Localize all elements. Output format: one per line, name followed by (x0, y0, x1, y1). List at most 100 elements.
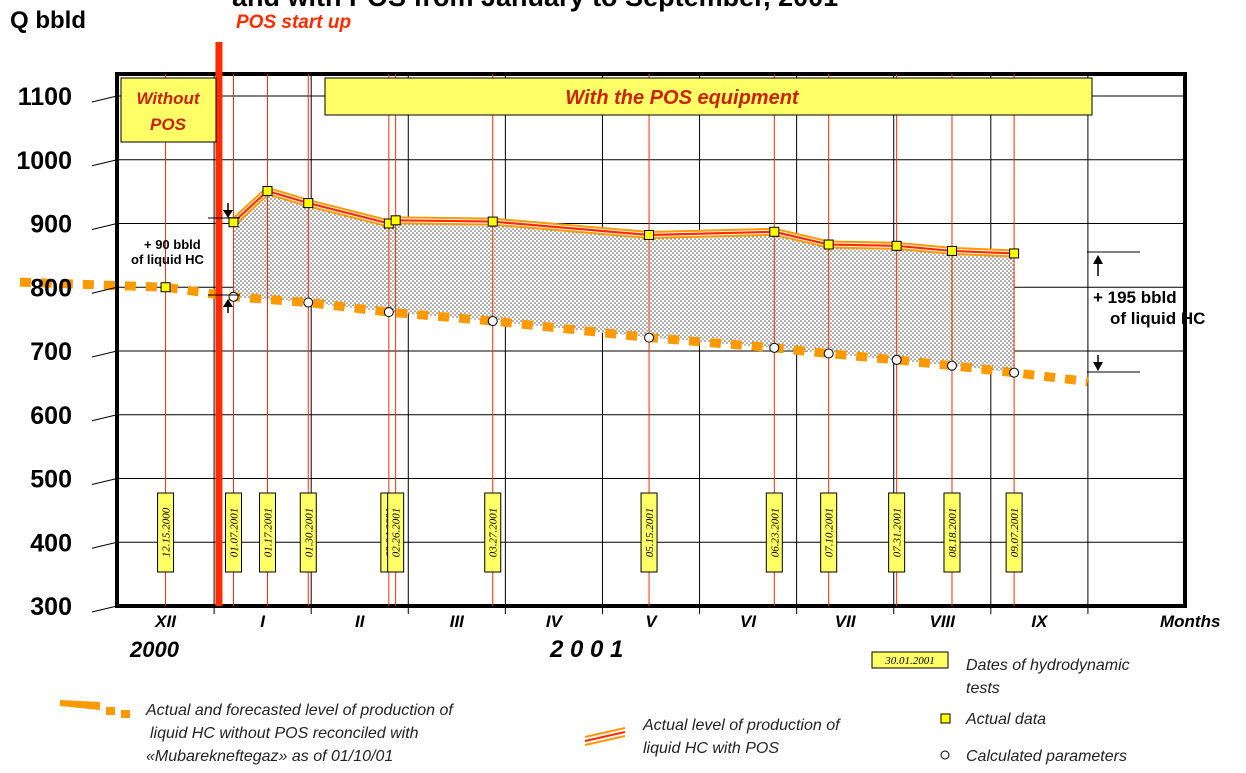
test-date-box (640, 492, 658, 573)
test-date-label: 07.31.2001 (892, 508, 904, 558)
actual-point (1009, 248, 1020, 259)
test-date-label: 12.15.2000 (161, 507, 173, 557)
y-tick-label: 1000 (16, 147, 72, 175)
y-tick-label: 900 (30, 211, 72, 239)
test-date-label: 01.07.2001 (229, 508, 241, 558)
test-date-box (299, 492, 317, 573)
year-2001: 2 0 0 1 (549, 636, 623, 663)
legend-date-sample: 30.01.2001 (884, 655, 935, 667)
test-date-label: 03.27.2001 (488, 508, 500, 558)
test-date-label: 06.23.2001 (769, 508, 781, 558)
test-date-box (484, 492, 502, 573)
y-tick-label: 400 (30, 529, 72, 557)
test-date-label: 08.18.2001 (947, 508, 959, 558)
legend-calculated-marker (940, 750, 950, 760)
annotation-90-line1: + 90 bbld (144, 237, 201, 252)
annotation-195: + 195 bbld of liquid HC (1087, 251, 1205, 373)
test-date-label: 01.17.2001 (262, 508, 274, 558)
actual-point (303, 198, 314, 209)
test-date-box (157, 492, 175, 573)
pos-startup-bar (215, 42, 223, 606)
y-tick-mark (91, 286, 118, 294)
y-tick-label: 500 (30, 466, 72, 494)
legend-calculated: Calculated parameters (966, 748, 1127, 765)
y-tick-mark (91, 159, 118, 167)
test-date-box (387, 492, 405, 573)
actual-point (390, 215, 401, 226)
annotation-90-line2: of liquid HC (131, 252, 205, 267)
actual-point (160, 282, 171, 293)
test-date-box (765, 492, 783, 573)
gain-area-fill (233, 190, 1015, 373)
legend-dates-label-2: tests (966, 680, 1000, 697)
test-date-box (820, 492, 838, 573)
y-tick-mark (91, 414, 118, 422)
month-label: IX (1031, 612, 1049, 631)
actual-point (644, 229, 655, 240)
legend: 30.01.2001 Dates of hydrodynamic tests A… (60, 651, 1130, 765)
y-axis-label: Q bbld (10, 7, 86, 34)
pos-startup-label: POS start up (236, 12, 351, 33)
y-tick-mark (91, 350, 118, 358)
legend-actual-data: Actual data (965, 711, 1046, 728)
test-date-box (225, 492, 243, 573)
test-date-boxes: 12.15.2000 01.07.2001 01.17.2001 01.30.2001… (157, 492, 1023, 573)
with-pos-box (324, 77, 1093, 116)
without-pos-box (120, 77, 217, 143)
month-label: II (355, 612, 366, 631)
calculated-point (228, 291, 239, 302)
legend-actual-line2: liquid HC with POS (643, 740, 779, 757)
calculated-point (1009, 367, 1020, 378)
chart-title: and with POS from January to September, … (232, 0, 838, 12)
test-date-label: 05.15.2001 (644, 508, 656, 558)
month-label: III (450, 612, 465, 631)
y-ticks: 300 400 500 600 700 800 900 1000 1100 (16, 83, 118, 621)
annotation-90: + 90 bbld of liquid HC (131, 203, 240, 313)
month-label: IV (546, 612, 564, 631)
calculated-point (946, 360, 957, 371)
test-date-box (888, 492, 906, 573)
month-label: I (260, 612, 266, 631)
y-tick-label: 700 (30, 338, 72, 366)
legend-forecast-line1: Actual and forecasted level of productio… (145, 702, 454, 719)
legend-actual-swatch (584, 727, 626, 746)
test-date-label: 09.07.2001 (1009, 508, 1021, 558)
y-tick-mark (91, 605, 118, 613)
actual-point (262, 185, 273, 196)
actual-point (823, 239, 834, 250)
annotation-195-line1: + 195 bbld (1093, 288, 1177, 307)
month-label: XII (154, 612, 177, 631)
series-with-pos-line (232, 189, 1015, 255)
month-label: V (645, 612, 658, 631)
y-tick-label: 600 (30, 402, 72, 430)
calculated-point (303, 297, 314, 308)
without-pos-label-1: Without (136, 89, 200, 108)
y-tick-mark (91, 95, 118, 103)
y-tick-mark (91, 541, 118, 549)
legend-forecast-swatch (60, 700, 130, 718)
month-label: VIII (930, 612, 957, 631)
month-label: VI (740, 612, 757, 631)
y-tick-mark (91, 223, 118, 230)
y-tick-label: 1100 (18, 83, 72, 111)
y-tick-mark (91, 478, 118, 485)
test-date-label: 01.30.2001 (303, 508, 315, 558)
month-label: VII (835, 612, 857, 631)
calculated-point (487, 316, 498, 327)
calculated-point (644, 332, 655, 343)
legend-actual-data-marker (940, 713, 951, 724)
test-date-label: 02.26.2001 (391, 508, 403, 558)
actual-point (487, 216, 498, 227)
calculated-point (823, 348, 834, 359)
year-2000: 2000 (129, 637, 180, 662)
test-date-box (1005, 492, 1023, 573)
calculated-point (383, 307, 394, 318)
actual-point (946, 245, 957, 256)
legend-actual-line1: Actual level of production of (642, 717, 841, 734)
y-tick-label: 300 (30, 593, 72, 621)
legend-dates-label-1: Dates of hydrodynamic (966, 657, 1130, 674)
actual-point (891, 240, 902, 251)
gain-area (233, 190, 1015, 373)
calculated-point (769, 342, 780, 353)
